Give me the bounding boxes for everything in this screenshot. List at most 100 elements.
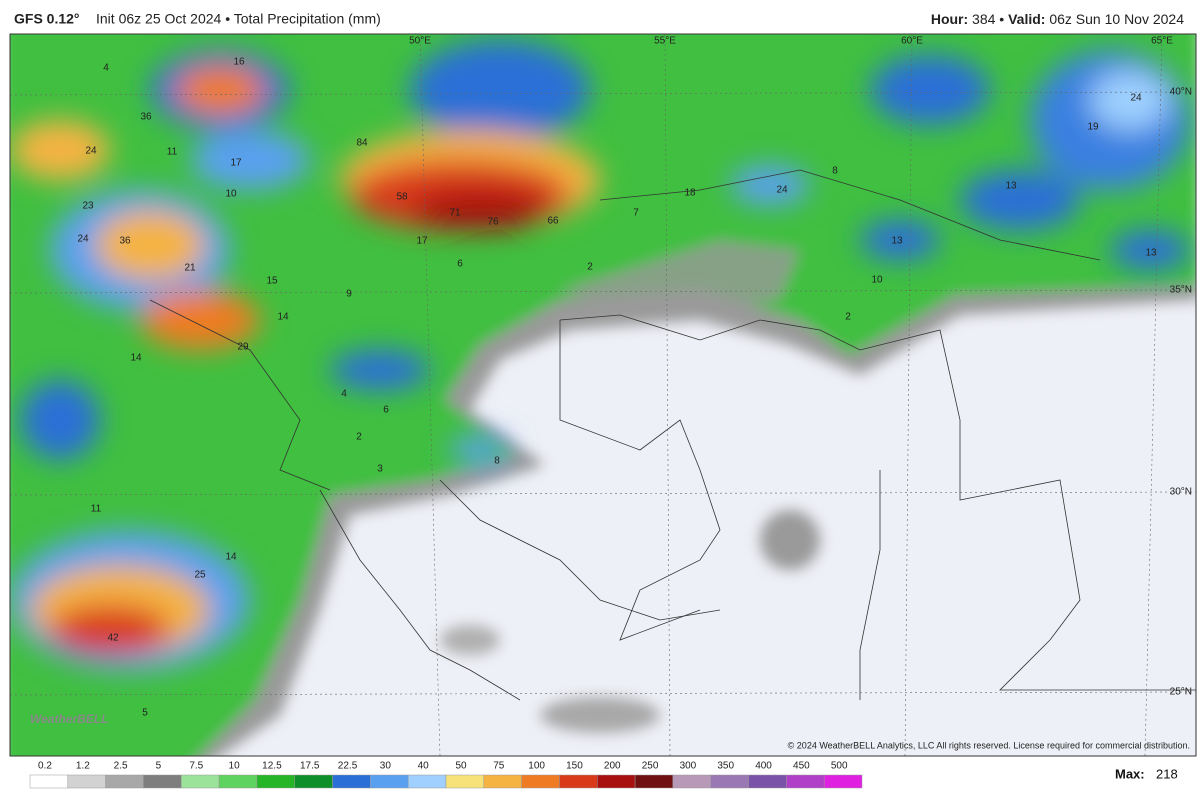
map-value: 13 bbox=[1145, 248, 1157, 259]
map-value: 23 bbox=[82, 201, 94, 212]
colorbar-swatch bbox=[256, 774, 295, 789]
map-value: 14 bbox=[225, 552, 237, 563]
colorbar-label: 7.5 bbox=[189, 761, 203, 772]
grid-labels: 50°E 55°E 60°E 65°E 40°N 35°N 30°N 25°N bbox=[409, 36, 1192, 698]
precip-field bbox=[10, 34, 1196, 756]
map-value: 2 bbox=[587, 262, 593, 273]
colorbar-label: 100 bbox=[528, 761, 545, 772]
borders bbox=[149, 169, 1196, 701]
valid-label: Valid: bbox=[1008, 11, 1045, 27]
map-frame bbox=[9, 33, 1197, 757]
colorbar-swatch bbox=[407, 774, 447, 789]
grid-label: 25°N bbox=[1170, 687, 1192, 698]
grid-label: 40°N bbox=[1170, 87, 1192, 98]
colorbar-swatch bbox=[483, 774, 522, 789]
colorbar-label: 17.5 bbox=[300, 761, 320, 772]
map-value: 84 bbox=[356, 138, 368, 149]
map-value: 13 bbox=[891, 236, 903, 247]
map-value: 8 bbox=[832, 166, 838, 177]
map-value: 21 bbox=[184, 263, 196, 274]
colorbar-label: 150 bbox=[566, 761, 583, 772]
map-value: 2 bbox=[356, 432, 362, 443]
colorbar-label: 12.5 bbox=[262, 761, 282, 772]
map-value: 4 bbox=[103, 63, 109, 74]
map-value: 24 bbox=[776, 185, 788, 196]
map-value: 58 bbox=[396, 192, 408, 203]
map-value: 10 bbox=[225, 189, 237, 200]
map-value: 18 bbox=[684, 188, 696, 199]
map-value: 36 bbox=[119, 236, 131, 247]
colorbar-swatch bbox=[710, 774, 749, 789]
map-value: 36 bbox=[140, 112, 152, 123]
map-value: 15 bbox=[266, 276, 278, 287]
map-value: 17 bbox=[416, 236, 428, 247]
logo: WeatherBELL bbox=[30, 712, 108, 726]
map-value: 2 bbox=[845, 312, 851, 323]
map-value: 42 bbox=[107, 633, 119, 644]
hour-label: Hour: bbox=[931, 11, 968, 27]
valid-time: 06z Sun 10 Nov 2024 bbox=[1049, 11, 1184, 27]
colorbar-swatch bbox=[786, 774, 825, 789]
map-value: 24 bbox=[77, 234, 89, 245]
map-value: 13 bbox=[1005, 181, 1017, 192]
colorbar-swatch bbox=[559, 774, 598, 789]
colorbar-label: 10 bbox=[229, 761, 241, 772]
grid-label: 65°E bbox=[1151, 36, 1173, 47]
map-value: 3 bbox=[377, 464, 383, 475]
colorbar-label: 250 bbox=[642, 761, 659, 772]
colorbar-swatch bbox=[634, 774, 674, 789]
separator: • bbox=[999, 11, 1004, 27]
grid-label: 55°E bbox=[654, 36, 676, 47]
colorbar-label: 300 bbox=[680, 761, 697, 772]
colorbar-label: 2.5 bbox=[114, 761, 128, 772]
colorbar-swatch bbox=[672, 774, 711, 789]
map-value: 8 bbox=[494, 456, 500, 467]
colorbar-label: 0.2 bbox=[38, 761, 52, 772]
grid-label: 60°E bbox=[901, 36, 923, 47]
map-value: 24 bbox=[1130, 93, 1142, 104]
colorbar-label: 200 bbox=[604, 761, 621, 772]
max-value: 218 bbox=[1156, 766, 1178, 781]
graticule bbox=[10, 34, 1196, 756]
colorbar-swatch bbox=[67, 774, 106, 789]
map-value: 6 bbox=[457, 259, 463, 270]
map-value: 10 bbox=[871, 275, 883, 286]
colorbar-label: 50 bbox=[455, 761, 467, 772]
colorbar-swatch bbox=[105, 774, 144, 789]
colorbar-label: 450 bbox=[793, 761, 810, 772]
colorbar-label: 75 bbox=[493, 761, 505, 772]
colorbar-swatch bbox=[823, 774, 863, 789]
colorbar-swatch bbox=[218, 774, 258, 789]
colorbar-label: 22.5 bbox=[338, 761, 358, 772]
colorbar-label: 40 bbox=[418, 761, 430, 772]
colorbar-label: 5 bbox=[156, 761, 162, 772]
colorbar-label: 500 bbox=[831, 761, 848, 772]
map-value: 29 bbox=[237, 342, 249, 353]
colorbar-swatch bbox=[181, 774, 220, 789]
colorbar-swatch bbox=[294, 774, 333, 789]
map-value: 7 bbox=[633, 208, 639, 219]
map-value: 14 bbox=[277, 312, 289, 323]
colorbar-label: 30 bbox=[380, 761, 392, 772]
map-value: 4 bbox=[341, 389, 347, 400]
map-value: 14 bbox=[130, 353, 142, 364]
colorbar-swatch bbox=[521, 774, 560, 789]
precip-heavy bbox=[10, 40, 1190, 670]
map-value: 9 bbox=[346, 289, 352, 300]
colorbar-swatch bbox=[597, 774, 636, 789]
colorbar-swatch bbox=[332, 774, 371, 789]
colorbar-label: 400 bbox=[755, 761, 772, 772]
map-value: 11 bbox=[91, 504, 102, 515]
valid-info: Hour: 384 • Valid: 06z Sun 10 Nov 2024 bbox=[931, 11, 1184, 27]
map-value: 66 bbox=[547, 216, 559, 227]
hour: 384 bbox=[972, 11, 996, 27]
grid-label: 35°N bbox=[1170, 285, 1192, 296]
map-value: 5 bbox=[142, 708, 148, 719]
colorbar-label: 1.2 bbox=[76, 761, 90, 772]
model-name: GFS 0.12° bbox=[14, 11, 80, 27]
colorbar-swatch bbox=[143, 774, 182, 789]
